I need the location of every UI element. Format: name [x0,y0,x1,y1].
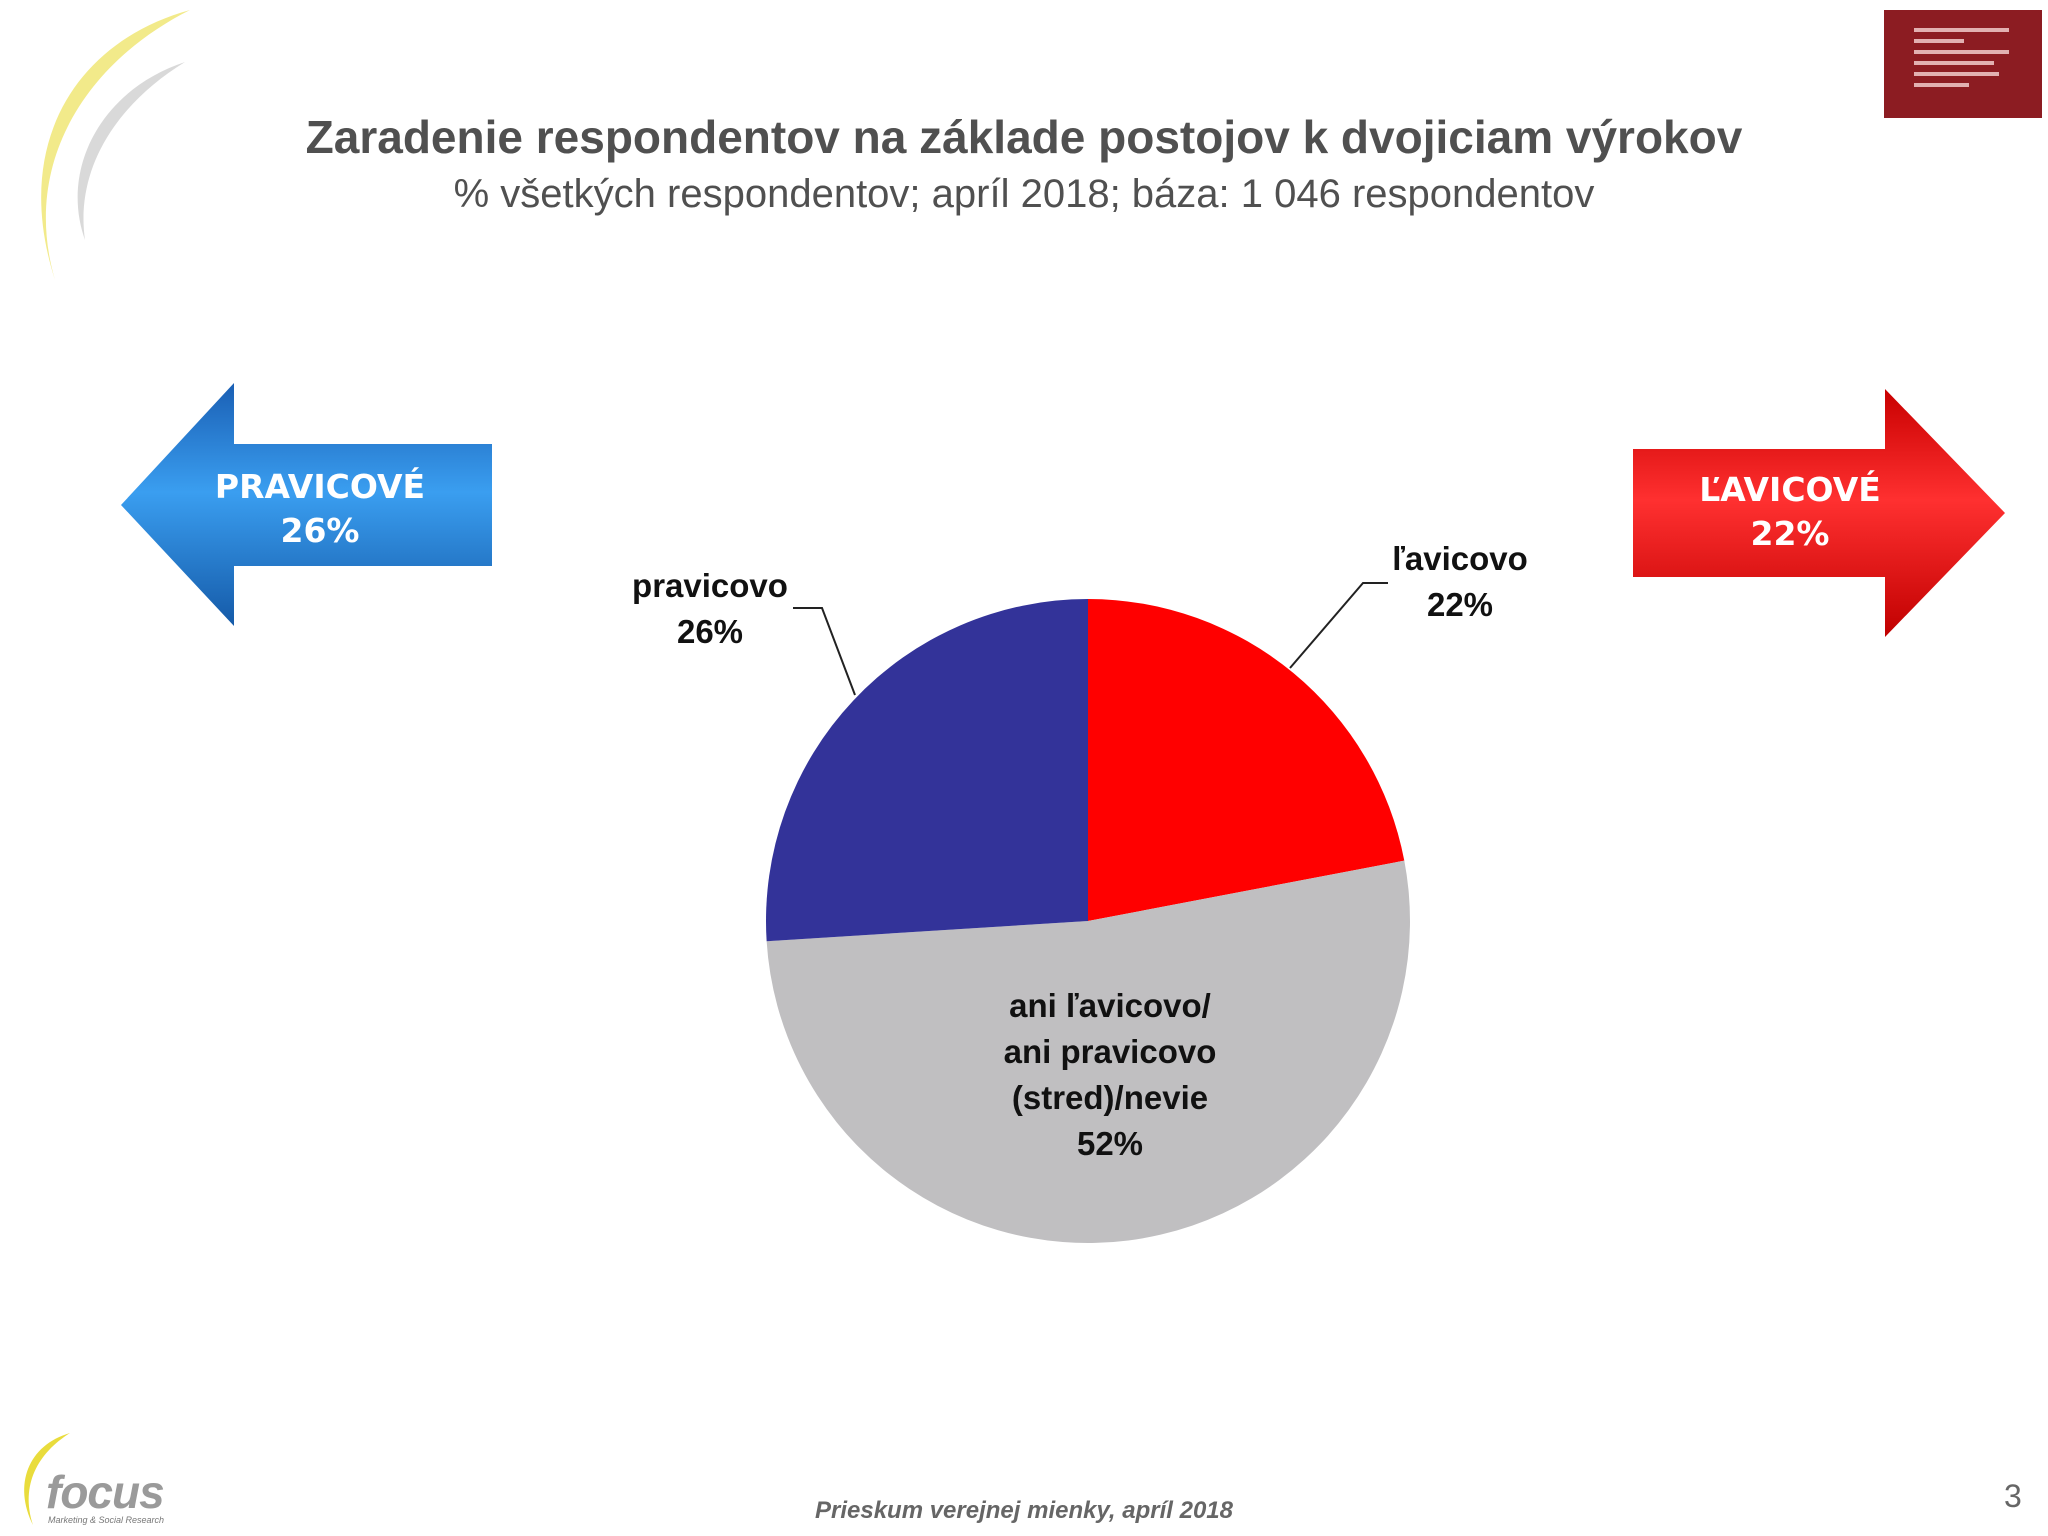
slice-label-stred-line1: ani ľavicovo/ [1009,987,1211,1024]
slice-label-stred-line3: (stred)/nevie [1011,1079,1209,1116]
slice-label-pravicovo-value: 26% [676,613,744,650]
institute-logo [1884,10,2042,118]
focus-wordmark: focus [46,1466,165,1518]
footer-survey-note: Prieskum verejnej mienky, apríl 2018 [814,1497,1234,1524]
left-arrow-icon [121,383,492,626]
left-arrow-title: PRAVICOVÉ [214,467,426,506]
right-arrow-title: ĽAVICOVÉ [1699,470,1881,509]
right-arrow-icon [1633,389,2005,637]
slice-label-stred: ani ľavicovo/ ani pravicovo (stred)/nevi… [960,983,1260,1167]
slice-label-stred-value: 52% [1076,1125,1144,1162]
slice-label-lavicovo-value: 22% [1426,586,1494,623]
pie-slice-pravicovo [765,598,1088,942]
slice-label-pravicovo: pravicovo 26% [610,563,810,655]
chart-subtitle: % všetkých respondentov; apríl 2018; báz… [453,172,1595,216]
leader-line-right-slice [793,607,856,696]
pie-slice-stred [766,860,1410,1243]
slice-label-pravicovo-name: pravicovo [632,567,788,604]
right-arrow-label: ĽAVICOVÉ 22% [1650,468,1930,556]
chart-title: Zaradenie respondentov na základe postoj… [305,111,1743,163]
left-arrow-value: 26% [280,511,360,550]
focus-swirl-icon [24,1433,70,1525]
page-number: 3 [2004,1478,2022,1514]
left-arrow-label: PRAVICOVÉ 26% [200,465,440,553]
right-arrow-value: 22% [1750,514,1830,553]
focus-tagline: Marketing & Social Research [48,1515,165,1525]
leader-line-left-slice [1289,582,1388,669]
pie-slice-lavicovo [1088,599,1405,921]
focus-logo: focus Marketing & Social Research [8,1425,208,1533]
slice-label-stred-line2: ani pravicovo [1003,1033,1217,1070]
slice-label-lavicovo: ľavicovo 22% [1360,536,1560,628]
slice-label-lavicovo-name: ľavicovo [1392,540,1528,577]
decorative-swoosh [41,10,190,280]
